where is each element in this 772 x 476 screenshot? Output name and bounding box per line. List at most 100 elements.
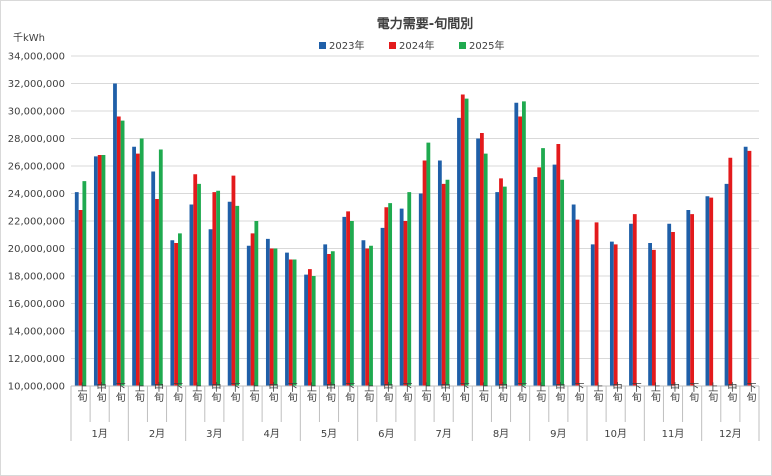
x-sub-label: 下旬 — [744, 382, 756, 403]
x-month-label: 2月 — [149, 428, 165, 440]
y-tick-label: 28,000,000 — [8, 134, 65, 145]
bar — [174, 243, 179, 386]
x-sub-label: 中旬 — [381, 381, 393, 403]
bar — [346, 211, 351, 386]
bar — [552, 164, 557, 386]
bar — [690, 214, 695, 386]
bar — [97, 155, 102, 386]
x-sub-label: 中旬 — [324, 381, 336, 403]
bar — [651, 249, 656, 386]
bar — [728, 157, 733, 386]
legend: 2023年 2024年 2025年 — [319, 39, 504, 52]
bar — [575, 219, 580, 386]
x-month-label: 9月 — [550, 428, 566, 440]
bar — [254, 221, 259, 386]
bar — [208, 229, 213, 386]
bar — [101, 155, 106, 386]
x-sub-label: 中旬 — [610, 381, 622, 403]
legend-label: 2023年 — [329, 39, 364, 52]
x-sub-label: 中旬 — [266, 381, 278, 403]
x-sub-label: 下旬 — [572, 382, 584, 403]
x-sub-label: 上旬 — [304, 382, 316, 403]
bar — [288, 259, 293, 386]
bar — [388, 203, 393, 386]
x-month-label: 10月 — [604, 428, 627, 440]
x-sub-label: 下旬 — [687, 382, 699, 403]
bar — [327, 254, 331, 386]
bar — [445, 179, 450, 386]
x-sub-label: 上旬 — [132, 382, 144, 403]
x-sub-label: 上旬 — [591, 382, 603, 403]
bar — [82, 181, 87, 386]
bar — [151, 171, 156, 386]
bar — [495, 192, 500, 386]
bar — [78, 210, 83, 386]
bar — [499, 178, 503, 386]
bar — [216, 190, 221, 386]
bar — [724, 183, 729, 386]
bar — [667, 223, 672, 386]
x-sub-label: 下旬 — [343, 382, 355, 403]
x-sub-label: 上旬 — [476, 382, 488, 403]
bar — [227, 201, 232, 386]
x-sub-label: 下旬 — [285, 382, 297, 403]
y-tick-label: 32,000,000 — [8, 79, 65, 90]
bar — [613, 244, 618, 386]
bar — [170, 240, 175, 386]
bar — [307, 269, 312, 386]
bar — [135, 153, 140, 386]
x-month-label: 8月 — [493, 428, 509, 440]
bar — [705, 196, 710, 386]
bar — [273, 248, 278, 386]
bar — [743, 146, 748, 386]
bar — [323, 244, 328, 386]
bar — [139, 138, 144, 386]
x-sub-label: 下旬 — [113, 382, 125, 403]
bar — [74, 192, 79, 386]
bar — [330, 251, 335, 386]
x-sub-label: 上旬 — [419, 382, 431, 403]
x-sub-label: 中旬 — [496, 381, 508, 403]
bar — [502, 186, 507, 386]
bar — [537, 167, 542, 386]
bar — [747, 150, 752, 386]
bar — [361, 240, 366, 386]
y-tick-label: 20,000,000 — [8, 244, 65, 255]
x-sub-label: 下旬 — [457, 382, 469, 403]
x-month-label: 7月 — [435, 428, 451, 440]
legend-label: 2024年 — [399, 39, 434, 52]
y-tick-label: 30,000,000 — [8, 107, 65, 118]
x-sub-label: 上旬 — [534, 382, 546, 403]
bar — [265, 238, 270, 386]
x-sub-label: 中旬 — [94, 381, 106, 403]
bar — [158, 149, 163, 386]
y-tick-label: 16,000,000 — [8, 299, 65, 310]
bar — [518, 116, 523, 386]
y-tick-label: 34,000,000 — [8, 52, 65, 63]
y-unit-label: 千kWh — [13, 32, 45, 44]
bar — [292, 259, 297, 386]
bar — [556, 144, 561, 386]
bar — [403, 221, 408, 386]
bar — [285, 252, 289, 386]
bars — [74, 83, 752, 386]
bar — [632, 214, 637, 386]
x-month-label: 3月 — [206, 428, 222, 440]
bar — [250, 233, 255, 386]
bar — [594, 222, 599, 386]
y-tick-label: 22,000,000 — [8, 217, 65, 228]
bar — [671, 232, 675, 386]
gridlines — [71, 55, 759, 387]
legend-swatch — [319, 42, 326, 49]
bar — [116, 116, 121, 386]
x-axis: 上旬 中旬 下旬 上旬 中旬 下旬 上旬 中旬 下旬 上旬 中旬 下旬 上旬 中旬 下旬 上旬 中旬 下旬 上旬 中旬… — [70, 381, 760, 441]
x-sub-label: 上旬 — [190, 382, 202, 403]
bar — [269, 248, 274, 386]
bar — [686, 210, 691, 386]
x-sub-label: 中旬 — [209, 381, 221, 403]
x-sub-label: 下旬 — [400, 382, 412, 403]
bar — [350, 221, 354, 386]
bar — [437, 160, 442, 386]
